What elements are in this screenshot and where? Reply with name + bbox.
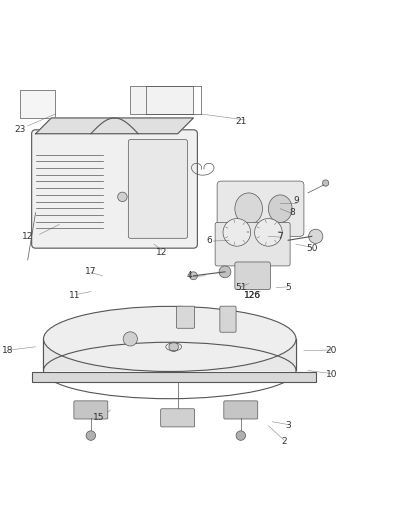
Text: 4: 4 <box>187 271 192 280</box>
Text: 5: 5 <box>285 283 291 292</box>
FancyBboxPatch shape <box>215 223 290 266</box>
FancyBboxPatch shape <box>32 372 316 382</box>
FancyBboxPatch shape <box>32 130 197 248</box>
FancyBboxPatch shape <box>20 90 55 118</box>
Text: 8: 8 <box>289 208 295 217</box>
FancyBboxPatch shape <box>220 306 236 332</box>
Text: 12: 12 <box>156 248 168 256</box>
Ellipse shape <box>235 193 262 225</box>
FancyBboxPatch shape <box>74 401 108 419</box>
Ellipse shape <box>268 195 292 223</box>
Text: 17: 17 <box>85 267 96 276</box>
Text: 2: 2 <box>281 437 287 446</box>
Circle shape <box>86 431 96 440</box>
FancyBboxPatch shape <box>217 181 304 236</box>
Circle shape <box>236 431 246 440</box>
Ellipse shape <box>44 306 296 371</box>
FancyBboxPatch shape <box>224 401 258 419</box>
Circle shape <box>309 229 323 243</box>
Polygon shape <box>44 339 296 370</box>
FancyBboxPatch shape <box>235 262 270 290</box>
Text: 15: 15 <box>93 413 104 422</box>
Text: 21: 21 <box>235 118 246 126</box>
FancyBboxPatch shape <box>176 306 195 328</box>
Text: 7: 7 <box>277 232 283 241</box>
FancyBboxPatch shape <box>161 409 195 427</box>
Circle shape <box>118 192 127 202</box>
Circle shape <box>190 272 197 280</box>
Text: 126: 126 <box>244 291 261 300</box>
Text: 50: 50 <box>306 244 318 253</box>
Circle shape <box>123 332 138 346</box>
Text: 51: 51 <box>235 283 246 292</box>
Circle shape <box>322 180 329 186</box>
Text: 12: 12 <box>22 232 34 241</box>
Text: 10: 10 <box>326 370 337 379</box>
Polygon shape <box>36 118 194 134</box>
Text: 6: 6 <box>206 236 212 245</box>
Text: 3: 3 <box>285 421 291 430</box>
Text: 20: 20 <box>326 346 337 355</box>
Text: 126: 126 <box>244 291 261 300</box>
Text: 11: 11 <box>69 291 81 300</box>
Circle shape <box>169 342 178 352</box>
FancyBboxPatch shape <box>128 140 188 238</box>
Text: 9: 9 <box>293 197 299 205</box>
Circle shape <box>223 218 251 246</box>
Circle shape <box>254 218 282 246</box>
FancyBboxPatch shape <box>130 86 194 114</box>
Text: 18: 18 <box>2 346 14 355</box>
Circle shape <box>219 266 231 278</box>
Text: 23: 23 <box>14 125 26 134</box>
